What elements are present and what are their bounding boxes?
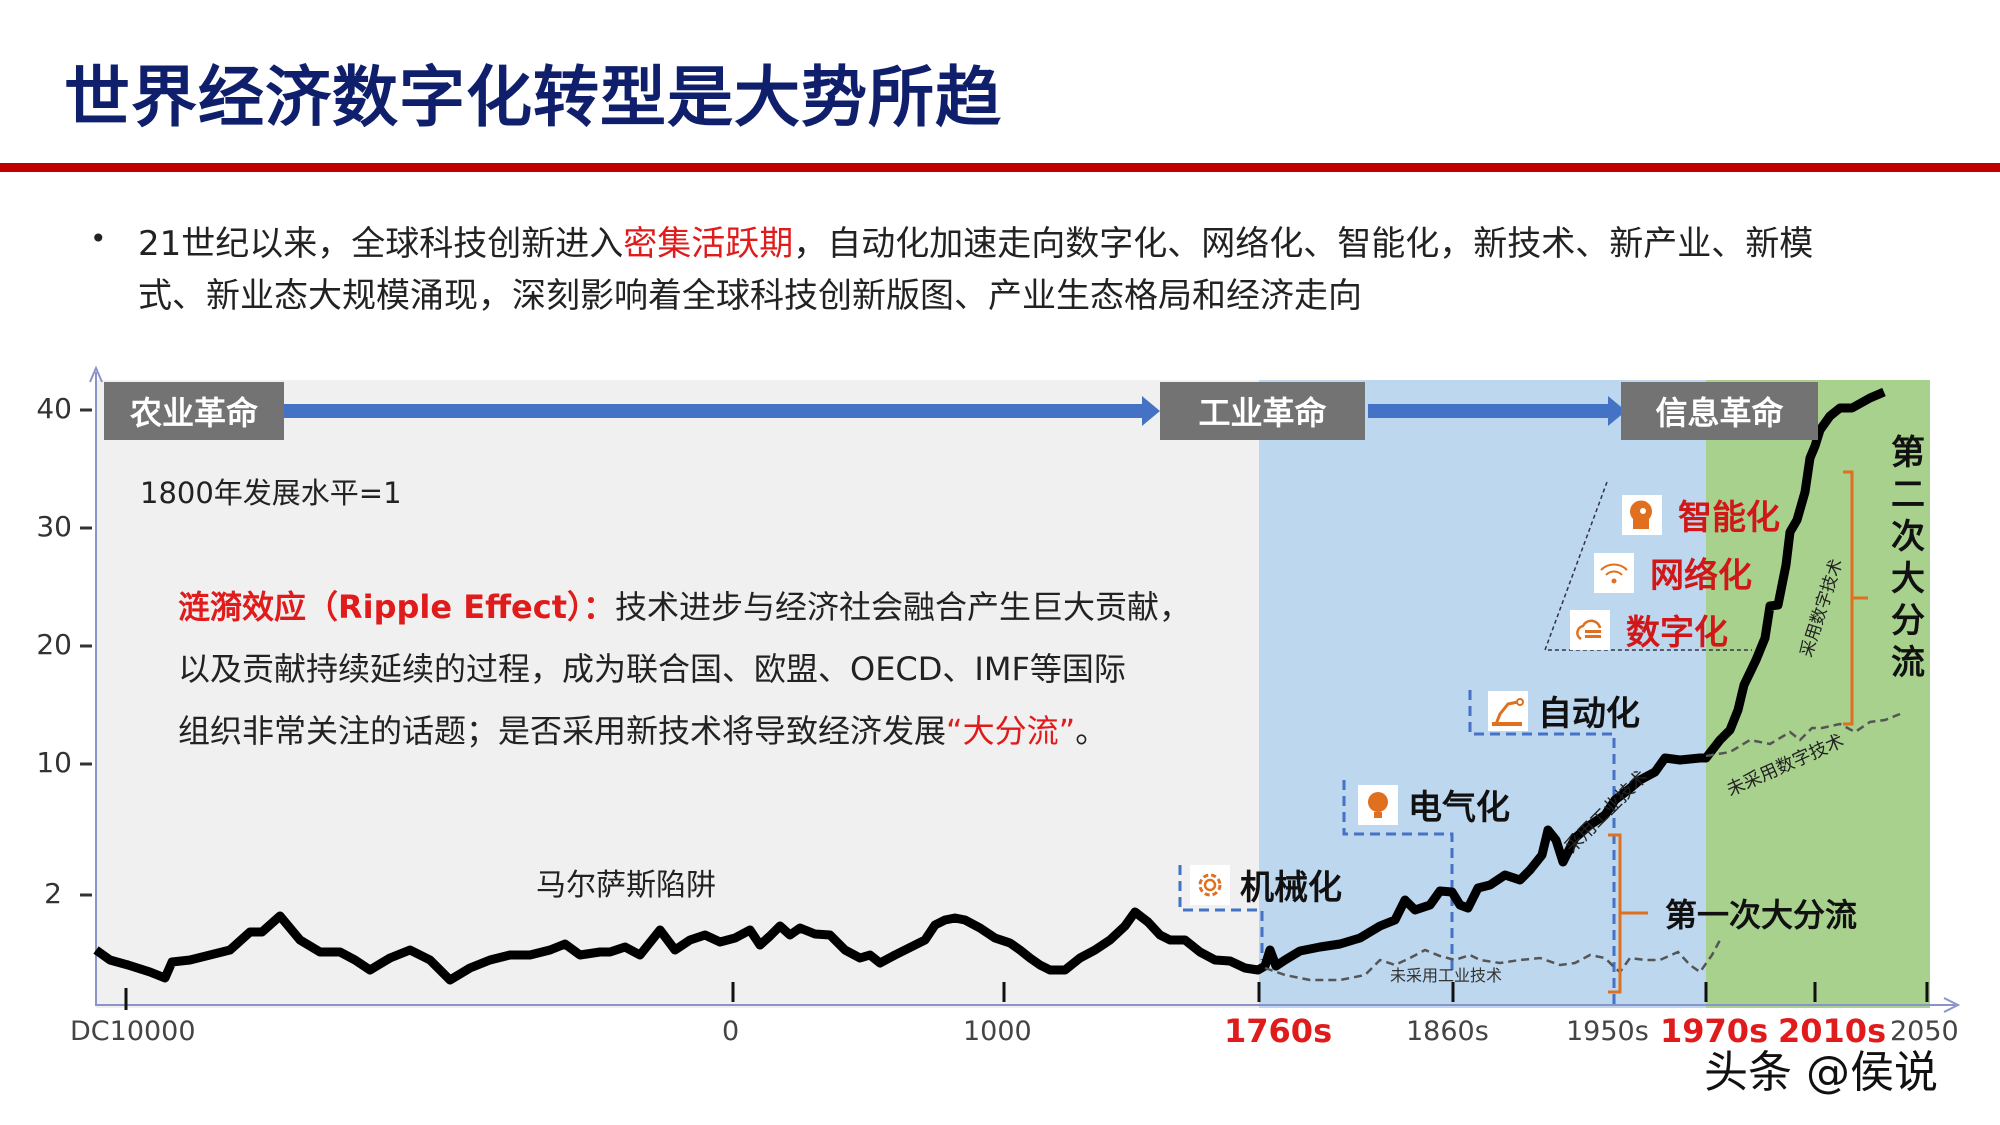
watermark: 头条 @侯说 — [1704, 1047, 1938, 1098]
x-tick-label-highlight: 1760s — [1224, 1012, 1333, 1050]
ripple-line-1: 涟漪效应（Ripple Effect）：技术进步与经济社会融合产生巨大贡献， — [178, 582, 1191, 628]
stage-label: 网络化 — [1650, 556, 1752, 596]
stage-mechanization: 机械化 — [1190, 860, 1342, 909]
bullet-icon: • — [90, 222, 107, 255]
bullet-text-pre: 21世纪以来，全球科技创新进入 — [138, 224, 624, 264]
second-divergence-label: 第二次大分流 — [1891, 433, 1925, 683]
page-title: 世界经济数字化转型是大势所趋 — [64, 59, 1002, 136]
y-tick-2: 2 — [44, 877, 62, 910]
agri-region — [96, 380, 1259, 1008]
ripple-text: 。 — [1075, 712, 1108, 750]
baseline-note: 1800年发展水平=1 — [140, 476, 402, 510]
industrial-revolution-label: 工业革命 — [1160, 382, 1365, 440]
malthus-trap-label: 马尔萨斯陷阱 — [536, 868, 716, 903]
ripple-line-2: 以及贡献持续延续的过程，成为联合国、欧盟、OECD、IMF等国际 — [178, 650, 1126, 688]
ripple-text: 技术进步与经济社会融合产生巨大贡献， — [615, 588, 1192, 626]
x-tick-label-highlight: 2010s — [1778, 1012, 1887, 1050]
stage-digitization: 数字化 — [1570, 605, 1728, 654]
x-tick-label: 2050 — [1890, 1016, 1959, 1047]
x-tick-label: 0 — [722, 1016, 740, 1047]
y-tick-10: 10 — [36, 746, 72, 779]
stage-label: 数字化 — [1626, 613, 1728, 653]
bullet-text-post: ，自动化加速走向数字化、网络化、智能化，新技术、新产业、新模 — [793, 224, 1814, 264]
ripple-title: 涟漪效应（Ripple Effect）： — [178, 588, 615, 626]
chart-graphics — [80, 365, 1961, 1013]
development-chart: 农业革命 工业革命 信息革命 40 30 20 10 2 DC10000 0 1… — [0, 360, 2000, 1125]
y-tick-20: 20 — [36, 628, 72, 661]
x-tick-label: 1860s — [1406, 1016, 1489, 1047]
bullet-line-2: 式、新业态大规模涌现，深刻影响着全球科技创新版图、产业生态格局和经济走向 — [138, 276, 1362, 316]
y-tick-30: 30 — [36, 510, 72, 543]
stage-intelligence: 智能化 — [1622, 490, 1780, 539]
cloud-data-icon — [1570, 609, 1610, 650]
ripple-highlight: “大分流” — [946, 712, 1076, 750]
stage-label: 自动化 — [1538, 694, 1640, 734]
wifi-icon — [1594, 552, 1634, 593]
ripple-text: 组织非常关注的话题；是否采用新技术将导致经济发展 — [178, 712, 947, 750]
bullet-line-1: 21世纪以来，全球科技创新进入密集活跃期，自动化加速走向数字化、网络化、智能化，… — [138, 216, 1813, 265]
lightbulb-icon — [1358, 784, 1398, 825]
stage-label: 机械化 — [1240, 868, 1342, 908]
brain-head-icon — [1622, 494, 1662, 535]
gear-icon — [1190, 864, 1230, 905]
agri-revolution-label: 农业革命 — [104, 382, 284, 440]
x-tick-label: DC10000 — [70, 1016, 196, 1047]
y-tick-40: 40 — [36, 392, 72, 425]
ripple-line-3: 组织非常关注的话题；是否采用新技术将导致经济发展“大分流”。 — [178, 706, 1107, 752]
x-tick-label: 1000 — [963, 1016, 1032, 1047]
x-tick-label: 1950s — [1566, 1016, 1649, 1047]
stage-networking: 网络化 — [1594, 548, 1752, 597]
bullet-text-highlight: 密集活跃期 — [623, 224, 794, 264]
stage-automation: 自动化 — [1488, 686, 1640, 735]
stage-label: 智能化 — [1678, 498, 1780, 538]
stage-electrification: 电气化 — [1358, 780, 1510, 829]
info-revolution-label: 信息革命 — [1621, 382, 1818, 440]
not-adopt-industrial-label: 未采用工业技术 — [1390, 966, 1503, 985]
industrial-region — [1259, 380, 1706, 1008]
robot-arm-icon — [1488, 690, 1528, 731]
x-tick-label-highlight: 1970s — [1660, 1012, 1769, 1050]
title-divider — [0, 163, 2000, 172]
stage-label: 电气化 — [1408, 788, 1510, 828]
first-divergence-label: 第一次大分流 — [1665, 896, 1858, 934]
